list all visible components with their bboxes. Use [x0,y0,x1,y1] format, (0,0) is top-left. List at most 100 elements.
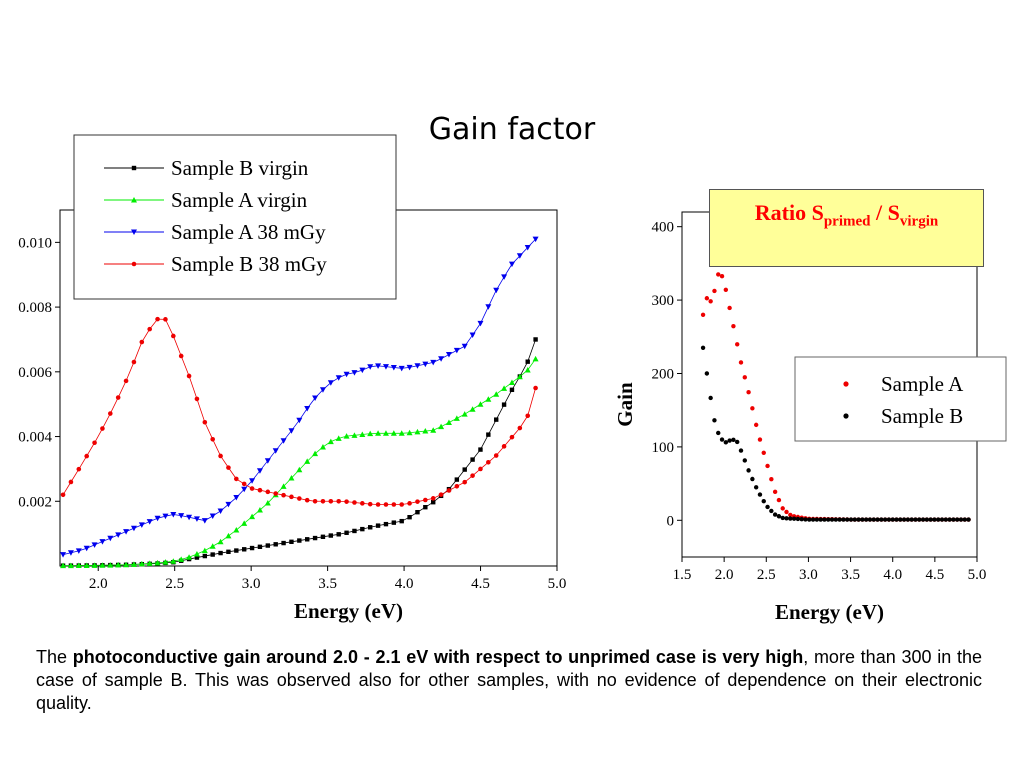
data-point [833,517,839,522]
data-point [218,550,223,556]
data-point [390,430,397,436]
data-point [454,484,460,489]
data-point [486,432,491,437]
data-point [746,390,751,395]
data-point [430,427,437,433]
data-point [225,501,232,508]
legend-marker [131,197,137,203]
data-point [712,418,717,423]
legend: Sample B virgin Sample A virgin Sample A 3… [73,134,397,300]
y-tick-label: 0.004 [18,430,52,446]
data-point [894,517,899,522]
data-point [382,364,389,370]
caption-rest: , more than 300 in the case of sample B.… [36,647,982,713]
data-point [163,317,168,322]
data-point [171,333,176,339]
data-point [841,517,846,522]
data-point [423,497,428,503]
data-point [202,419,208,425]
data-point [297,538,302,543]
data-point [516,373,523,380]
data-point [217,538,224,545]
y-tick-label: 0.010 [18,235,52,251]
data-point [445,352,452,358]
data-point [178,556,185,562]
data-point [107,535,114,542]
data-point [414,363,421,369]
x-tick-label: 5.0 [968,567,987,583]
data-point [60,552,67,558]
data-point [225,532,232,539]
data-point [249,545,255,551]
data-point [178,353,184,359]
data-point [719,437,725,442]
data-point [735,342,740,347]
legend-marker [843,413,849,419]
data-point [186,373,192,379]
data-point [272,448,279,454]
data-point [296,417,303,424]
data-point [430,359,437,366]
data-point [788,512,793,518]
data-point [765,463,770,469]
data-point [461,343,468,350]
data-point [422,428,429,434]
data-point [375,523,381,528]
data-point [186,554,193,560]
data-point [951,517,956,522]
data-point [328,498,334,504]
data-point [367,430,374,437]
data-point [438,423,445,430]
data-point [704,371,710,376]
legend-marker [131,229,137,235]
data-point [312,535,318,541]
data-point [814,517,820,522]
data-point [423,504,428,510]
data-point [241,547,247,552]
data-point [501,444,507,449]
data-point [193,516,200,522]
data-point [508,379,515,386]
data-point [879,517,884,522]
left-line-chart: 2.0 2.5 3.0 3.5 4.0 4.5 5.0 0.002 0.004 0.006 0.00… [18,134,566,623]
data-point [273,542,278,547]
data-point [130,561,137,567]
data-point [83,545,90,552]
data-point [469,332,476,339]
data-point [218,453,223,459]
data-point [453,415,460,421]
data-point [407,514,412,520]
data-point [131,359,137,365]
data-point [784,509,789,515]
data-point [917,517,922,522]
caption-lead: The [36,647,73,667]
data-point [454,477,460,482]
data-point [399,502,405,507]
data-point [312,395,319,402]
data-point [826,517,831,522]
data-point [273,491,278,496]
data-point [68,479,74,485]
data-point [735,439,740,445]
data-point [716,272,721,277]
x-tick-label: 2.0 [89,576,108,592]
data-point [533,337,538,342]
data-point [375,430,382,436]
data-point [162,559,169,565]
data-point [799,516,804,522]
y-tick-label: 0 [667,513,675,529]
data-point [738,360,744,365]
data-point [351,370,358,376]
data-point [462,467,467,472]
data-point [336,498,342,504]
data-point [210,552,215,557]
data-point [731,323,736,329]
x-tick-label: 2.5 [165,576,184,592]
data-point [954,517,960,522]
data-point [875,517,880,522]
data-point [700,345,706,350]
data-point [226,549,231,555]
series-line [63,339,536,567]
data-point [115,532,122,538]
data-point [60,492,66,498]
